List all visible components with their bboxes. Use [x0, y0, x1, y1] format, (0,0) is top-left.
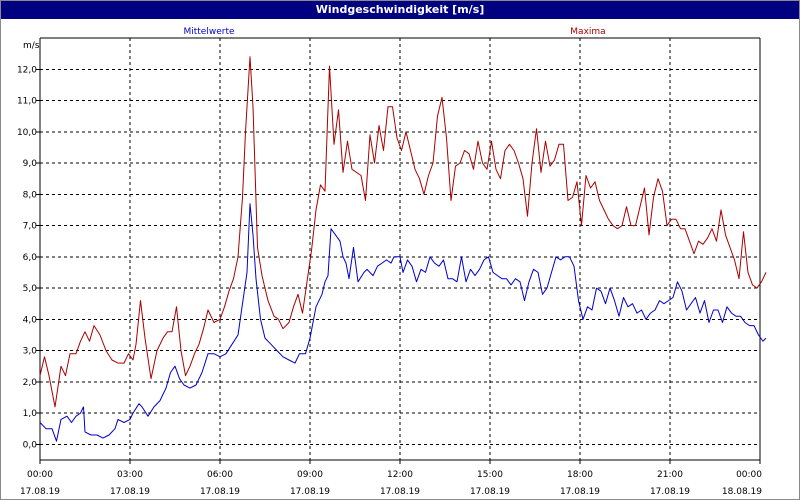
x-tick-time-label: 06:00	[207, 470, 233, 480]
x-tick-date-label: 17.08.19	[380, 487, 420, 497]
x-tick-date-label: 17.08.19	[560, 487, 600, 497]
x-tick-time-label: 15:00	[477, 470, 503, 480]
x-tick-labels: 00:00 17.08.19 03:00 17.08.19 06:00 17.08.19 0…	[20, 470, 762, 497]
grid-lines	[40, 38, 760, 460]
x-tick-time-label: 12:00	[387, 470, 413, 480]
y-tick-label: 10,0	[17, 128, 37, 138]
legend-label-mittelwerte: Mittelwerte	[183, 27, 234, 37]
x-tick-date-label: 17.08.19	[290, 487, 330, 497]
legend: Mittelwerte Maxima	[183, 27, 605, 37]
y-tick-label: 6,0	[23, 253, 38, 263]
y-tick-label: 2,0	[23, 378, 38, 388]
legend-label-maxima: Maxima	[570, 27, 605, 37]
x-tick-date-label: 17.08.19	[650, 487, 690, 497]
axes	[36, 37, 761, 464]
y-tick-label: 3,0	[23, 347, 38, 357]
series-line-maxima	[39, 56, 767, 408]
x-tick-time-label: 18:00	[567, 470, 593, 480]
y-tick-label: 1,0	[23, 409, 38, 419]
x-tick-time-label: 09:00	[297, 470, 323, 480]
x-tick-time-label: 00:00	[736, 470, 762, 480]
y-tick-label: 4,0	[23, 315, 38, 325]
x-tick-time-label: 00:00	[27, 470, 53, 480]
x-tick-time-label: 03:00	[117, 470, 143, 480]
y-tick-label: 11,0	[17, 97, 37, 107]
y-tick-label: 5,0	[23, 284, 38, 294]
y-tick-label: 7,0	[23, 222, 38, 232]
y-tick-labels: 0,0 1,0 2,0 3,0 4,0 5,0 6,0 7,0 8,0 9,0 10,0 11,0 12…	[17, 65, 37, 450]
x-tick-date-label: 17.08.19	[110, 487, 150, 497]
x-tick-date-label: 17.08.19	[20, 487, 60, 497]
x-tick-date-label: 17.08.19	[200, 487, 240, 497]
y-axis-unit-label: m/s	[23, 41, 40, 51]
x-tick-date-label: 18.08.19	[722, 487, 762, 497]
y-tick-label: 9,0	[23, 159, 38, 169]
series-lines	[39, 56, 767, 442]
window-title: Windgeschwindigkeit [m/s]	[1, 1, 799, 19]
y-tick-label: 12,0	[17, 65, 37, 75]
x-tick-date-label: 17.08.19	[470, 487, 510, 497]
series-line-mittelwerte	[39, 203, 767, 442]
y-tick-label: 8,0	[23, 190, 38, 200]
x-tick-time-label: 21:00	[657, 470, 683, 480]
y-tick-label: 0,0	[23, 440, 38, 450]
